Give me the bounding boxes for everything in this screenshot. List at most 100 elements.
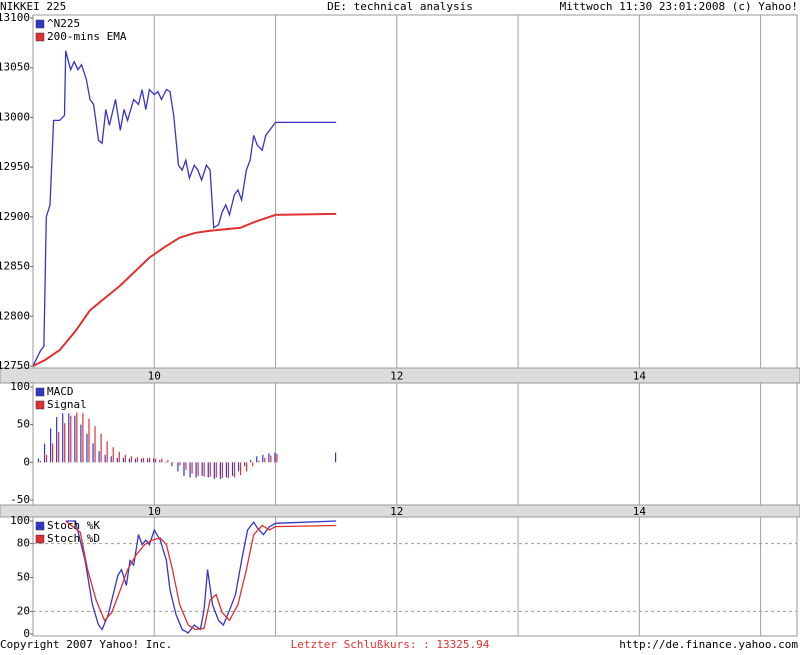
bar (140, 458, 143, 463)
bar (98, 451, 100, 463)
bar (221, 462, 223, 479)
bar (191, 462, 193, 474)
footer-center: Letzter Schlußkurs: : 13325.94 (291, 638, 490, 651)
bar (215, 462, 217, 478)
y-tick-label: 13050 (0, 61, 30, 74)
series-group (33, 50, 337, 367)
y-tick-label: 13100 (0, 11, 30, 24)
bar (68, 413, 70, 463)
bar (122, 457, 124, 463)
x-tick-label: 12 (390, 505, 403, 518)
bar (128, 458, 131, 463)
bar (262, 454, 264, 463)
bar (209, 462, 211, 477)
bar (256, 456, 258, 463)
bar (112, 447, 114, 463)
y-tick-label: 0 (23, 455, 30, 468)
bar (213, 462, 215, 479)
legend-swatch (35, 400, 45, 410)
series-group (65, 520, 337, 634)
bar (195, 462, 197, 478)
bar (134, 458, 137, 463)
footer-left: Copyright 2007 Yahoo! Inc. (0, 638, 172, 651)
bar (177, 462, 179, 472)
bar (124, 454, 126, 463)
bar (246, 462, 248, 472)
legend-label: MACD (47, 385, 74, 398)
bar (183, 462, 185, 476)
plot-area (32, 382, 798, 506)
bar (264, 457, 266, 463)
bar (185, 462, 187, 470)
bar (116, 457, 118, 463)
legend-label: Signal (47, 398, 87, 411)
y-tick-label: 100 (10, 380, 30, 393)
bar (136, 457, 139, 463)
bar (334, 452, 337, 463)
series-group (37, 412, 337, 479)
bar (147, 458, 149, 463)
bar (45, 454, 48, 463)
bar (171, 462, 173, 467)
legend-swatch (35, 387, 45, 397)
bar (258, 460, 260, 463)
bar (268, 453, 270, 463)
y-tick-label: 80 (17, 537, 30, 550)
bar (219, 462, 221, 479)
bar (227, 462, 230, 479)
x-tick-label: 14 (633, 370, 647, 383)
bar (110, 456, 112, 463)
legend-swatch (35, 32, 45, 42)
bar (270, 455, 272, 463)
series-line (33, 212, 337, 367)
bar (237, 462, 240, 472)
legend-label: 200-mins EMA (47, 30, 127, 43)
bar (207, 462, 209, 478)
bar (179, 462, 181, 466)
y-tick-label: -50 (10, 493, 30, 506)
y-tick-label: 13000 (0, 110, 30, 123)
x-tick-label: 10 (148, 505, 161, 518)
bar (94, 426, 96, 463)
bar (233, 462, 236, 478)
bar (203, 462, 205, 477)
legend-swatch (35, 534, 45, 544)
y-tick-label: 12950 (0, 160, 30, 173)
bar (74, 415, 76, 463)
bar (104, 454, 106, 463)
bar (276, 454, 278, 463)
bar (56, 417, 58, 463)
y-tick-label: 12750 (0, 359, 30, 372)
bar (274, 452, 276, 463)
legend-label: Stoch %K (47, 519, 100, 532)
x-tick-label: 10 (148, 370, 161, 383)
bar (130, 456, 133, 463)
x-tick-label: 14 (633, 505, 647, 518)
bar (70, 415, 72, 463)
bar (189, 462, 191, 478)
series-line (33, 50, 337, 367)
bar (197, 462, 199, 476)
bar (64, 423, 66, 463)
header-center: DE: technical analysis (327, 0, 473, 13)
header-left: NIKKEI 225 (0, 0, 66, 13)
bar (153, 458, 155, 463)
plot-area (32, 14, 798, 369)
bar (161, 458, 163, 463)
bar (106, 441, 108, 463)
bar (225, 462, 228, 478)
bar (250, 460, 252, 463)
bar (155, 458, 157, 463)
legend-swatch (35, 521, 45, 531)
header-right: Mittwoch 11:30 23:01:2008 (c) Yahoo! (560, 0, 798, 13)
bar (252, 462, 254, 467)
y-tick-label: 20 (17, 604, 30, 617)
bar (239, 462, 242, 476)
bar (92, 443, 94, 463)
bar (39, 460, 42, 463)
y-tick-label: 0 (23, 627, 30, 640)
bar (76, 412, 78, 463)
bar (82, 413, 84, 463)
x-tick-label: 12 (390, 370, 403, 383)
